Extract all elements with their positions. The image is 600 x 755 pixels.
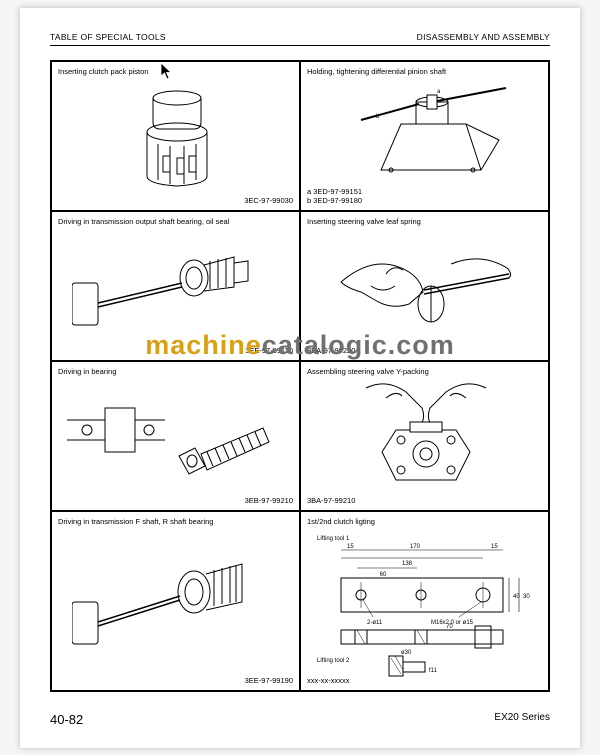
header-left: TABLE OF SPECIAL TOOLS: [50, 32, 166, 42]
clutch-piston-icon: [132, 84, 222, 194]
cell-leaf-spring: Inserting steering valve leaf spring 3BA…: [300, 211, 549, 361]
page-header: TABLE OF SPECIAL TOOLS DISASSEMBLY AND A…: [50, 32, 550, 42]
leafspring-icon: [331, 234, 521, 339]
part-number: 3EB-97-99210: [245, 496, 293, 505]
part-number: 3EE-97-99190: [245, 676, 293, 685]
mouse-cursor-icon: [160, 62, 174, 80]
cell-title: 1st/2nd clutch ligting: [307, 517, 542, 526]
part-number: 3EC-97-99030: [244, 196, 293, 205]
svg-text:60: 60: [380, 572, 387, 578]
cell-lift-tool: 1st/2nd clutch ligting Lifting tool 1 17…: [300, 511, 549, 691]
header-right: DISASSEMBLY AND ASSEMBLY: [417, 32, 550, 42]
ypacking-icon: [346, 380, 506, 495]
cell-title: Driving in bearing: [58, 367, 293, 376]
fr-bearing-icon: [72, 544, 272, 664]
svg-text:15: 15: [491, 544, 498, 550]
lbl-tool1: Lifting tool 1: [317, 536, 350, 542]
cell-title: Driving in transmission F shaft, R shaft…: [58, 517, 293, 526]
part-number: 3EE-97-99110: [245, 346, 293, 355]
svg-text:70: 70: [446, 624, 453, 630]
cell-title: Holding, tightening differential pinion …: [307, 67, 542, 76]
svg-text:2-ø11: 2-ø11: [367, 620, 383, 626]
lbl-tool2: Lifting tool 2: [317, 658, 350, 664]
cell-diff-pinion: Holding, tightening differential pinion …: [300, 61, 549, 211]
cell-title: Driving in transmission output shaft bea…: [58, 217, 293, 226]
svg-text:ø30: ø30: [401, 650, 412, 656]
series-label: EX20 Series: [494, 712, 550, 727]
part-number: 3BA-97-99220: [307, 346, 355, 355]
svg-text:30: 30: [523, 594, 530, 600]
cell-title: Assembling steering valve Y-packing: [307, 367, 542, 376]
svg-text:170: 170: [410, 544, 421, 550]
cell-ypacking: Assembling steering valve Y-packing 3BA-…: [300, 361, 549, 511]
cell-drive-bearing: Driving in bearing: [51, 361, 300, 511]
lift-tool-drawing: Lifting tool 1 170 138 15 15 60 2-ø11: [311, 530, 536, 680]
part-number: a 3ED-97-99151 b 3ED-97-99180: [307, 187, 362, 205]
svg-text:15: 15: [347, 544, 354, 550]
header-rule: [50, 45, 550, 46]
bearing-bolt-icon: [67, 390, 282, 495]
cell-fr-bearing: Driving in transmission F shaft, R shaft…: [51, 511, 300, 691]
svg-text:a: a: [437, 89, 441, 95]
part-number: xxx-xx-xxxxx: [307, 676, 350, 685]
manual-page: TABLE OF SPECIAL TOOLS DISASSEMBLY AND A…: [20, 8, 580, 748]
cell-output-bearing: Driving in transmission output shaft bea…: [51, 211, 300, 361]
svg-text:138: 138: [402, 561, 413, 567]
tools-grid: Inserting clutch pack piston 3EC-97-9903…: [50, 60, 550, 692]
page-number: 40-82: [50, 712, 83, 727]
svg-text:f11: f11: [429, 668, 438, 674]
diff-pinion-icon: a b: [351, 80, 511, 190]
part-number: 3BA-97-99210: [307, 496, 355, 505]
cell-title: Inserting clutch pack piston: [58, 67, 293, 76]
page-footer: 40-82 EX20 Series: [50, 712, 550, 727]
cell-title: Inserting steering valve leaf spring: [307, 217, 542, 226]
hammer-driver-icon: [72, 237, 272, 342]
cell-clutch-piston: Inserting clutch pack piston 3EC-97-9903…: [51, 61, 300, 211]
